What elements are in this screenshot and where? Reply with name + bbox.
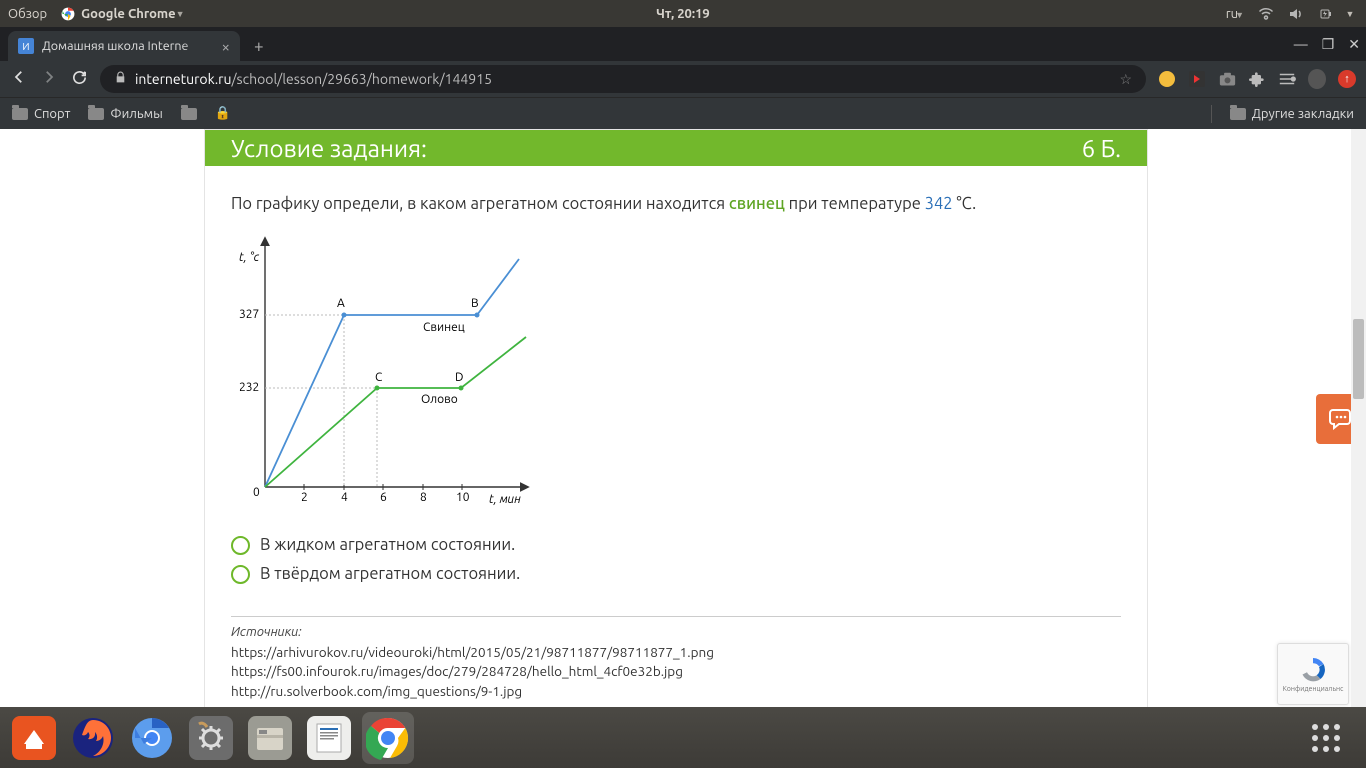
show-applications-icon[interactable] [1306, 718, 1346, 758]
sources-title: Источники: [231, 625, 1121, 639]
task-card: Условие задания: 6 Б. По графику определ… [204, 129, 1148, 707]
new-tab-button[interactable]: + [240, 31, 278, 61]
window-maximize-icon[interactable]: ❐ [1322, 36, 1335, 53]
bookmark-sport[interactable]: Спорт [12, 107, 70, 121]
dock-chrome-icon[interactable] [362, 712, 414, 764]
radio-icon [231, 565, 250, 584]
network-icon[interactable] [1258, 7, 1274, 21]
svg-text:2: 2 [301, 491, 308, 504]
extension-icon-1[interactable] [1158, 71, 1176, 87]
scrollbar-thumb[interactable] [1353, 319, 1364, 399]
bookmark-films[interactable]: Фильмы [88, 107, 162, 121]
bookmark-star-icon[interactable]: ☆ [1119, 71, 1132, 88]
task-points: 6 Б. [1082, 135, 1121, 162]
question-text: По графику определи, в каком агрегатном … [231, 192, 1121, 217]
answer-options: В жидком агрегатном состоянии. В твёрдом… [231, 536, 1121, 584]
svg-text:D: D [455, 371, 463, 384]
svg-text:232: 232 [239, 381, 259, 394]
dock-software-icon[interactable] [8, 712, 60, 764]
browser-tab[interactable]: И Домашняя школа Interne × [8, 31, 240, 61]
recaptcha-badge[interactable]: Конфиденциальнс [1277, 643, 1349, 705]
svg-text:4: 4 [341, 491, 348, 504]
dock-chromium-icon[interactable] [126, 712, 178, 764]
url-text: interneturok.ru/school/lesson/29663/home… [135, 71, 492, 87]
other-bookmarks[interactable]: Другие закладки [1230, 107, 1354, 121]
svg-text:Свинец: Свинец [423, 321, 465, 334]
source-link: https://fs00.infourok.ru/images/doc/279/… [231, 662, 1121, 682]
svg-text:8: 8 [420, 491, 427, 504]
svg-text:A: A [337, 297, 345, 310]
extension-icon-3[interactable] [1218, 72, 1236, 87]
chrome-toolbar: interneturok.ru/school/lesson/29663/home… [0, 61, 1366, 97]
svg-text:t, °c: t, °c [239, 251, 260, 264]
dock-files-icon[interactable] [244, 712, 296, 764]
option-label: В твёрдом агрегатном состоянии. [260, 565, 520, 583]
extensions-puzzle-icon[interactable] [1248, 71, 1266, 87]
bookmark-lock[interactable]: 🔒 [215, 106, 231, 121]
dock-settings-icon[interactable] [185, 712, 237, 764]
window-close-icon[interactable]: ✕ [1348, 36, 1360, 53]
option-liquid[interactable]: В жидком агрегатном состоянии. [231, 536, 1121, 555]
phase-graph: 327 232 0 2 4 6 [231, 235, 531, 510]
secure-lock-icon [114, 71, 127, 87]
svg-text:C: C [375, 371, 383, 384]
task-header: Условие задания: 6 Б. [205, 130, 1147, 166]
task-header-title: Условие задания: [231, 135, 427, 162]
radio-icon [231, 536, 250, 555]
svg-text:0: 0 [253, 486, 260, 499]
battery-icon[interactable] [1318, 7, 1334, 21]
profile-avatar[interactable] [1308, 69, 1326, 89]
system-menu[interactable]: ▼ [1342, 9, 1358, 19]
svg-text:B: B [471, 297, 479, 310]
active-app-menu[interactable]: Google Chrome ▼ [61, 7, 184, 21]
highlighted-substance: свинец [729, 195, 785, 213]
close-tab-icon[interactable]: × [222, 38, 230, 55]
reload-icon[interactable] [70, 69, 88, 90]
lang-indicator[interactable]: ru ▼ [1226, 7, 1244, 21]
svg-text:6: 6 [380, 491, 387, 504]
svg-text:t, мин: t, мин [489, 493, 521, 506]
svg-text:10: 10 [456, 491, 470, 504]
source-link: https://arhivurokov.ru/videouroki/html/2… [231, 643, 1121, 663]
source-link: http://ru.solverbook.com/img_questions/9… [231, 682, 1121, 702]
svg-text:327: 327 [239, 308, 259, 321]
bookmarks-bar: Спорт Фильмы 🔒 Другие закладки [0, 97, 1366, 129]
extension-badge-icon[interactable]: ↑ [1338, 70, 1356, 88]
media-icon[interactable] [1278, 72, 1296, 86]
back-icon[interactable] [10, 68, 28, 90]
dock-firefox-icon[interactable] [67, 712, 119, 764]
chrome-tab-strip: И Домашняя школа Interne × + — ❐ ✕ [0, 27, 1366, 61]
extension-icon-2[interactable] [1188, 71, 1206, 87]
window-minimize-icon[interactable]: — [1294, 36, 1308, 52]
bookmark-folder-empty[interactable] [181, 108, 197, 120]
ubuntu-dock [0, 707, 1366, 768]
panel-clock[interactable]: Чт, 20:19 [656, 7, 710, 21]
page-viewport: Условие задания: 6 Б. По графику определ… [0, 129, 1366, 707]
highlighted-temp: 342 [925, 195, 953, 213]
overview-button[interactable]: Обзор [8, 7, 47, 21]
dock-writer-icon[interactable] [303, 712, 355, 764]
forward-icon[interactable] [40, 68, 58, 90]
tab-title: Домашняя школа Interne [42, 39, 214, 53]
address-bar[interactable]: interneturok.ru/school/lesson/29663/home… [100, 65, 1146, 93]
tab-favicon: И [18, 38, 34, 54]
scrollbar-track[interactable] [1351, 129, 1366, 707]
option-solid[interactable]: В твёрдом агрегатном состоянии. [231, 565, 1121, 584]
volume-icon[interactable] [1288, 7, 1304, 21]
ubuntu-top-panel: Обзор Google Chrome ▼ Чт, 20:19 ru ▼ ▼ [0, 0, 1366, 27]
svg-text:Олово: Олово [421, 393, 458, 406]
option-label: В жидком агрегатном состоянии. [260, 536, 515, 554]
